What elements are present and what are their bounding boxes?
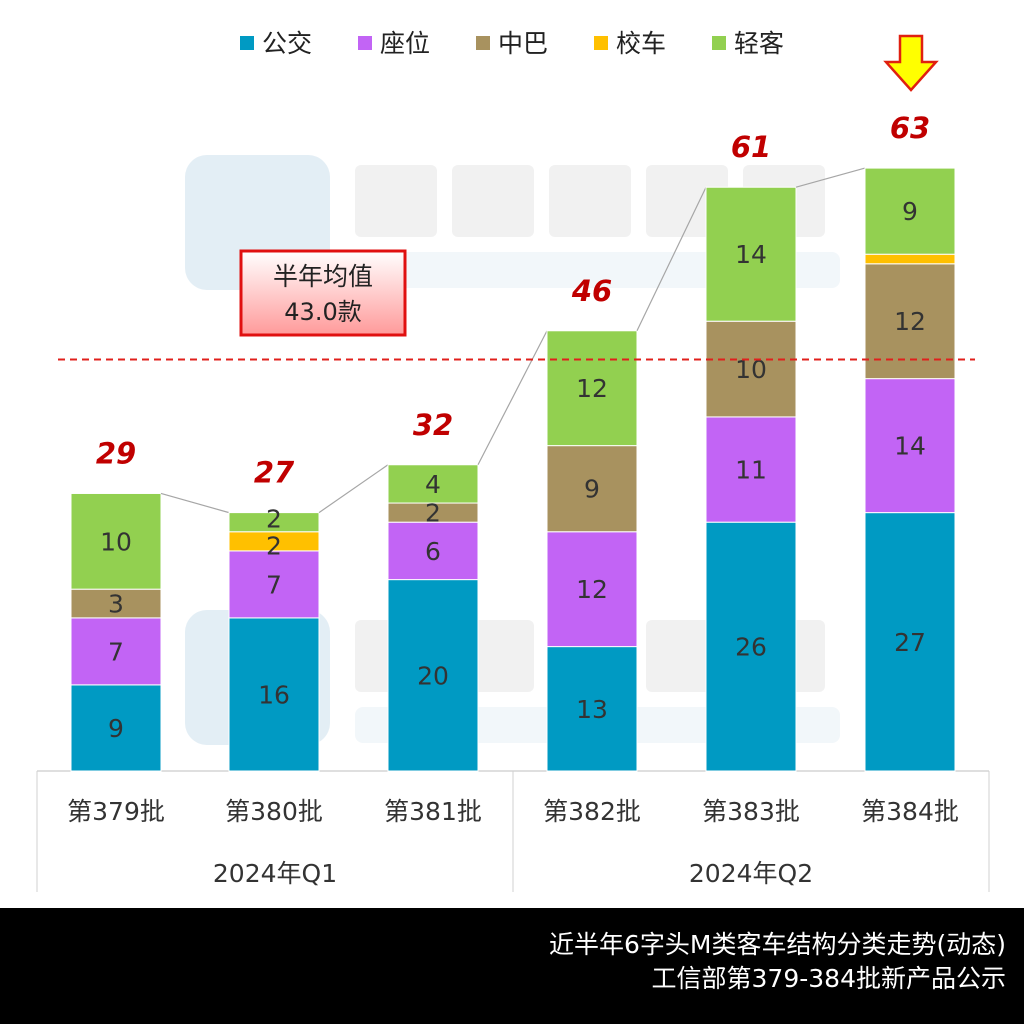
bar-value-label: 9 — [902, 197, 918, 226]
bar-segment — [228, 550, 320, 619]
total-connector-line — [795, 167, 866, 188]
legend-swatch-3 — [594, 36, 608, 50]
group-label: 2024年Q2 — [689, 859, 813, 888]
bar-segment — [864, 253, 956, 265]
bar-segment — [546, 330, 638, 447]
bar-segment — [864, 167, 956, 255]
bar-value-label: 13 — [576, 695, 608, 724]
bar-segment — [228, 512, 320, 533]
total-label: 61 — [731, 130, 771, 164]
bar-segment — [546, 445, 638, 533]
bar-value-label: 20 — [417, 661, 449, 690]
legend-label-0: 公交 — [262, 29, 312, 58]
legend-label-1: 座位 — [380, 29, 430, 58]
bar-segment — [546, 646, 638, 772]
bar-segment — [864, 512, 956, 772]
total-connector-line — [477, 330, 548, 466]
watermark-glyph-shape — [355, 165, 437, 237]
bar-value-label: 2 — [266, 504, 282, 533]
bar-value-label: 3 — [108, 590, 124, 619]
bar-segment — [705, 521, 797, 772]
bar-value-label: 6 — [425, 537, 441, 566]
highlight-down-arrow-icon — [883, 34, 939, 92]
bar-value-label: 14 — [735, 240, 767, 269]
category-label: 第380批 — [225, 797, 323, 826]
bar-segment — [70, 492, 162, 590]
bar-segment — [228, 617, 320, 772]
legend-swatch-0 — [240, 36, 254, 50]
bar-value-label: 12 — [576, 374, 608, 403]
bar-value-label: 14 — [894, 432, 926, 461]
stacked-bar-chart: 公交 座位 中巴 校车 轻客9731029第379批1672227第380批206243… — [36, 29, 990, 892]
average-callout-value: 43.0款 — [284, 298, 361, 326]
bar-value-label: 12 — [894, 307, 926, 336]
footer-title: 近半年6字头M类客车结构分类走势(动态) — [549, 930, 1006, 959]
total-label: 32 — [413, 408, 453, 442]
legend-swatch-1 — [358, 36, 372, 50]
bar-value-label: 2 — [266, 531, 282, 560]
total-connector-line — [636, 186, 707, 332]
total-connector-line — [160, 492, 230, 514]
bar-value-label: 12 — [576, 575, 608, 604]
bar-segment — [864, 378, 956, 514]
category-label: 第379批 — [67, 797, 165, 826]
category-label: 第382批 — [543, 797, 641, 826]
bar-segment — [387, 579, 479, 772]
watermark-glyph-shape — [452, 165, 534, 237]
total-label: 27 — [254, 456, 295, 490]
bar-value-label: 9 — [108, 714, 124, 743]
category-label: 第381批 — [384, 797, 482, 826]
legend-label-4: 轻客 — [734, 29, 784, 58]
bar-segment — [546, 531, 638, 648]
bar-value-label: 4 — [425, 470, 441, 499]
bar-value-label: 27 — [894, 628, 926, 657]
watermark-glyph-shape — [549, 165, 631, 237]
bar-value-label: 11 — [735, 456, 767, 485]
total-label: 46 — [571, 274, 612, 308]
legend-swatch-4 — [712, 36, 726, 50]
total-label: 63 — [890, 111, 930, 145]
legend-label-2: 中巴 — [498, 29, 548, 58]
bar-segment — [705, 186, 797, 322]
average-callout-title: 半年均值 — [273, 262, 373, 291]
legend-label-3: 校车 — [616, 29, 666, 58]
category-label: 第384批 — [861, 797, 959, 826]
bar-value-label: 2 — [425, 499, 441, 528]
bar-segment — [705, 320, 797, 418]
bar-value-label: 10 — [100, 527, 132, 556]
bar-value-label: 9 — [584, 475, 600, 504]
category-label: 第383批 — [702, 797, 800, 826]
bar-value-label: 26 — [735, 633, 767, 662]
total-connector-line — [318, 464, 389, 514]
bar-value-label: 16 — [258, 680, 290, 709]
group-label: 2024年Q1 — [213, 859, 337, 888]
footer-caption: 近半年6字头M类客车结构分类走势(动态) 工信部第379-384批新产品公示 — [0, 908, 1024, 1024]
average-callout-box — [239, 249, 407, 337]
legend-swatch-2 — [476, 36, 490, 50]
footer-subtitle: 工信部第379-384批新产品公示 — [651, 964, 1006, 993]
bar-value-label: 10 — [735, 355, 767, 384]
bar-segment — [705, 416, 797, 523]
total-label: 29 — [96, 436, 136, 470]
bar-segment — [387, 464, 479, 504]
bar-segment — [387, 521, 479, 581]
bar-value-label: 7 — [266, 570, 282, 599]
bar-segment — [70, 588, 162, 619]
bar-value-label: 7 — [108, 637, 124, 666]
